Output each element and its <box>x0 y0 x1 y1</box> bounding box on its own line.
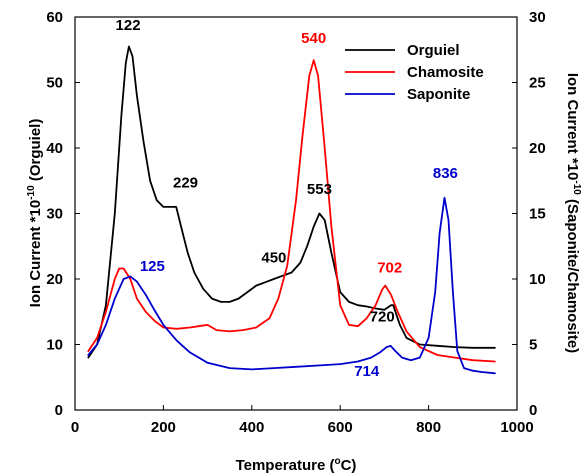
y-left-tick-label: 20 <box>46 271 63 288</box>
y-axis-label-right: Ion Current *10-10 (Saponite/Chamosite) <box>564 73 581 353</box>
y-right-tick-label: 5 <box>529 337 537 354</box>
x-tick-label: 400 <box>239 419 264 436</box>
peak-label: 229 <box>173 174 198 191</box>
y-right-tick-label: 15 <box>529 206 546 223</box>
y-axis-label-left: Ion Current *10-10 (Orguiel) <box>26 119 44 308</box>
peak-label: 702 <box>377 259 402 276</box>
annotations: 122 229 450 553 720 540 702 836 125 714 <box>116 17 458 380</box>
peak-label: 553 <box>307 181 332 198</box>
legend-label-chamosite: Chamosite <box>407 64 484 81</box>
series-line-orguiel <box>87 45 496 359</box>
peak-label: 125 <box>140 258 165 275</box>
x-tick-label: 800 <box>416 419 441 436</box>
x-tick-label: 1000 <box>500 419 533 436</box>
y-right-tick-label: 10 <box>529 271 546 288</box>
peak-label: 122 <box>116 17 141 34</box>
series-group <box>87 45 496 375</box>
x-axis-label: Temperature (oC) <box>236 456 357 474</box>
y-right-tick-label: 20 <box>529 140 546 157</box>
series-line-chamosite <box>87 59 496 363</box>
peak-label: 540 <box>301 30 326 47</box>
y-right-tick-label: 25 <box>529 75 546 92</box>
y-left-tick-label: 30 <box>46 206 63 223</box>
ticks: 0 200 400 600 800 100001020304050600510152025… <box>46 9 545 436</box>
y-left-tick-label: 40 <box>46 140 63 157</box>
y-right-tick-label: 0 <box>529 402 537 419</box>
peak-label: 714 <box>354 363 380 380</box>
y-left-tick-label: 60 <box>46 9 63 26</box>
y-right-tick-label: 30 <box>529 9 546 26</box>
peak-label: 836 <box>433 165 458 182</box>
y-left-tick-label: 50 <box>46 75 63 92</box>
legend-label-saponite: Saponite <box>407 86 470 103</box>
x-tick-label: 200 <box>151 419 176 436</box>
peak-label: 450 <box>261 250 286 267</box>
legend-label-orguiel: Orguiel <box>407 42 460 59</box>
legend: Orguiel Chamosite Saponite <box>345 42 484 103</box>
x-tick-label: 600 <box>328 419 353 436</box>
peak-label: 720 <box>370 309 395 326</box>
series-line-saponite <box>87 196 496 375</box>
y-left-tick-label: 0 <box>55 402 63 419</box>
y-left-tick-label: 10 <box>46 337 63 354</box>
x-tick-label: 0 <box>71 419 79 436</box>
